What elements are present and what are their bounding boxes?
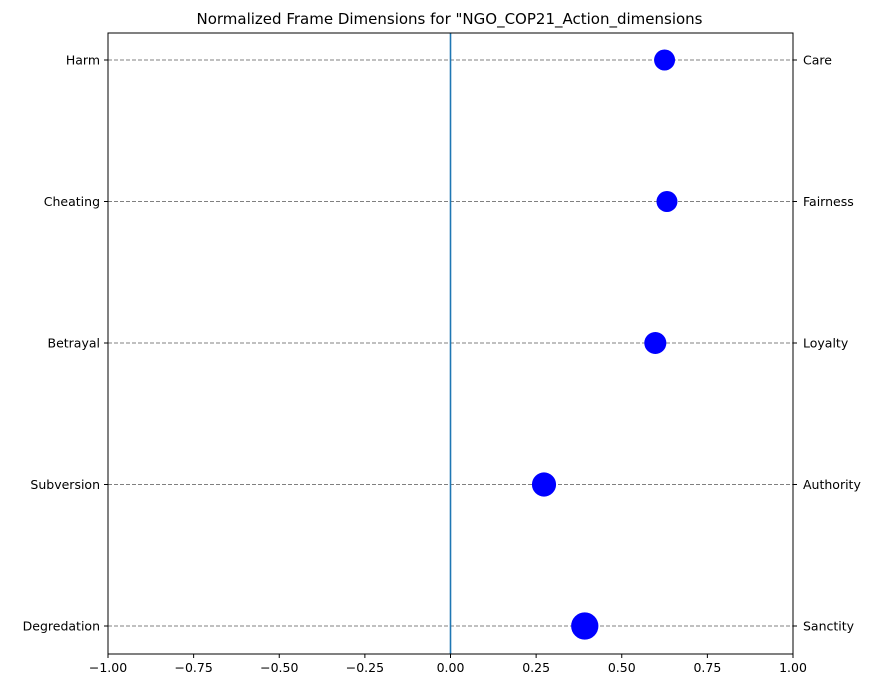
right-axis: Care Fairness Loyalty Authority Sanctity: [793, 53, 861, 634]
left-tick-label: Betrayal: [48, 336, 101, 351]
data-point: [531, 472, 557, 497]
left-tick-label: Harm: [66, 53, 100, 68]
left-tick-label: Subversion: [30, 477, 100, 492]
x-tick-label: −1.00: [89, 660, 127, 675]
data-point: [644, 331, 667, 355]
data-point: [654, 49, 676, 71]
data-point: [571, 612, 599, 640]
x-tick-label: −0.50: [260, 660, 298, 675]
data-points: [531, 49, 678, 640]
x-tick-label: 1.00: [779, 660, 807, 675]
x-tick-label: 0.75: [693, 660, 721, 675]
x-tick-label: −0.25: [346, 660, 384, 675]
left-tick-label: Cheating: [44, 194, 100, 209]
x-axis: −1.00 −0.75 −0.50 −0.25 0.00 0.25 0.50 0.75 1.00: [89, 654, 807, 675]
data-point: [656, 191, 678, 212]
x-tick-label: 0.00: [437, 660, 465, 675]
x-tick-label: 0.25: [522, 660, 550, 675]
right-tick-label: Fairness: [803, 194, 854, 209]
x-tick-label: 0.50: [608, 660, 636, 675]
right-tick-label: Sanctity: [803, 619, 855, 634]
right-tick-label: Loyalty: [803, 336, 849, 351]
left-tick-label: Degredation: [23, 619, 100, 634]
chart-title: Normalized Frame Dimensions for "NGO_COP…: [196, 10, 702, 29]
x-tick-label: −0.75: [174, 660, 212, 675]
left-axis: Harm Cheating Betrayal Subversion Degredatio…: [23, 53, 108, 634]
right-tick-label: Care: [803, 53, 832, 68]
right-tick-label: Authority: [803, 477, 861, 492]
